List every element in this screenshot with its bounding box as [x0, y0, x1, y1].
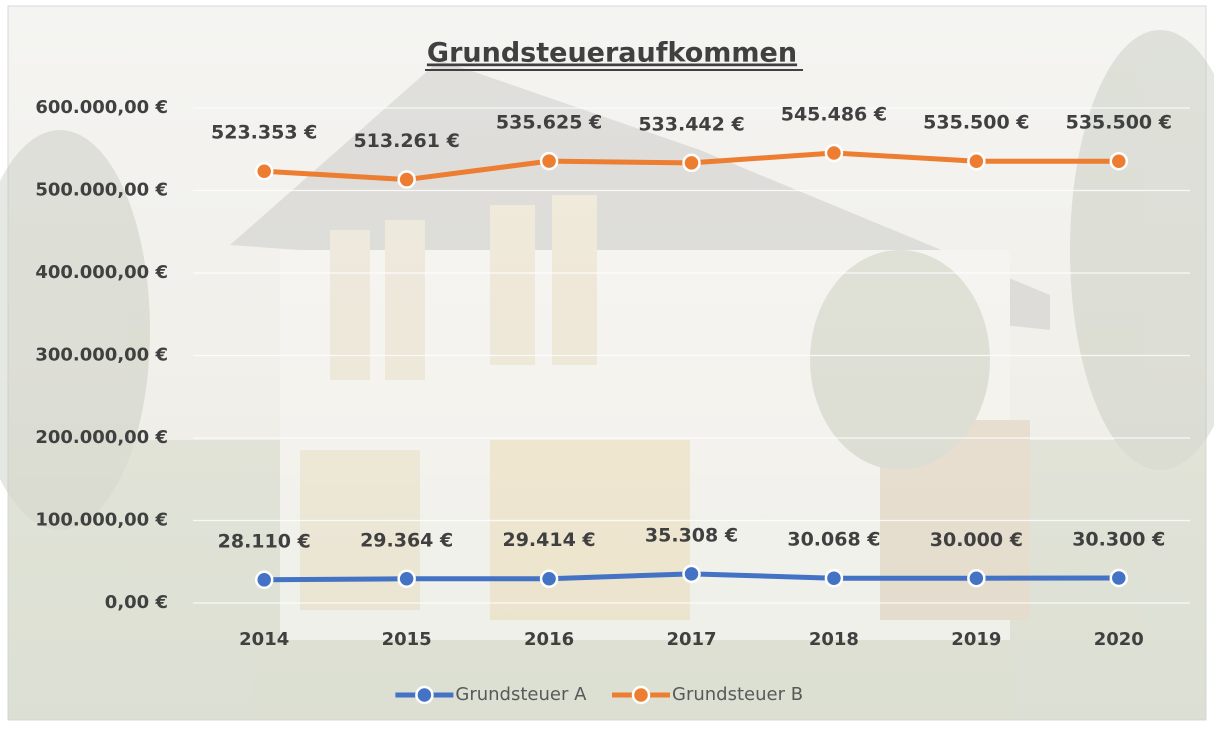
- data-label: 30.300 €: [1072, 529, 1165, 551]
- data-point: [397, 170, 416, 189]
- y-tick-label: 500.000,00 €: [35, 180, 168, 201]
- data-label: 35.308 €: [645, 524, 738, 546]
- data-label: 30.000 €: [930, 529, 1023, 551]
- data-point: [682, 564, 701, 584]
- chart-title: Grundsteueraufkommen: [427, 38, 797, 69]
- data-label: 29.364 €: [360, 529, 453, 551]
- data-point: [967, 151, 986, 171]
- data-point: [254, 161, 274, 181]
- x-tick-label: 2018: [809, 629, 859, 650]
- y-tick-label: 400.000,00 €: [35, 262, 168, 283]
- legend-marker: [415, 685, 434, 705]
- x-tick-label: 2020: [1094, 629, 1144, 650]
- data-label: 513.261 €: [353, 130, 459, 152]
- legend-label: Grundsteuer B: [672, 684, 803, 705]
- data-label: 30.068 €: [787, 529, 880, 551]
- data-point: [254, 570, 274, 590]
- data-point: [1109, 151, 1129, 171]
- data-label: 28.110 €: [218, 530, 311, 552]
- data-label: 545.486 €: [781, 103, 887, 125]
- y-tick-label: 200.000,00 €: [35, 427, 168, 448]
- data-label: 535.625 €: [496, 112, 602, 134]
- legend-marker: [631, 685, 651, 705]
- y-tick-label: 300.000,00 €: [35, 345, 168, 366]
- data-label: 523.353 €: [211, 122, 317, 144]
- y-tick-label: 600.000,00 €: [35, 97, 168, 118]
- legend-label: Grundsteuer A: [455, 684, 587, 705]
- data-point: [539, 569, 559, 588]
- data-label: 533.442 €: [638, 113, 744, 135]
- data-point: [539, 151, 559, 171]
- data-point: [1109, 568, 1129, 588]
- data-point: [682, 153, 701, 173]
- data-point: [824, 143, 844, 163]
- data-point: [824, 568, 844, 588]
- x-tick-label: 2016: [524, 629, 574, 650]
- data-point: [967, 569, 986, 588]
- data-label: 535.500 €: [1066, 112, 1172, 134]
- legend: Grundsteuer A Grundsteuer B: [395, 684, 803, 705]
- data-label: 29.414 €: [502, 529, 595, 551]
- x-tick-label: 2014: [239, 629, 289, 650]
- data-point: [397, 569, 416, 589]
- chart-background: [7, 5, 1207, 721]
- x-tick-label: 2019: [951, 629, 1001, 650]
- y-tick-label: 100.000,00 €: [35, 510, 168, 531]
- y-tick-label: 0,00 €: [105, 592, 168, 613]
- x-tick-label: 2017: [666, 629, 716, 650]
- data-label: 535.500 €: [923, 112, 1029, 134]
- x-tick-label: 2015: [382, 629, 432, 650]
